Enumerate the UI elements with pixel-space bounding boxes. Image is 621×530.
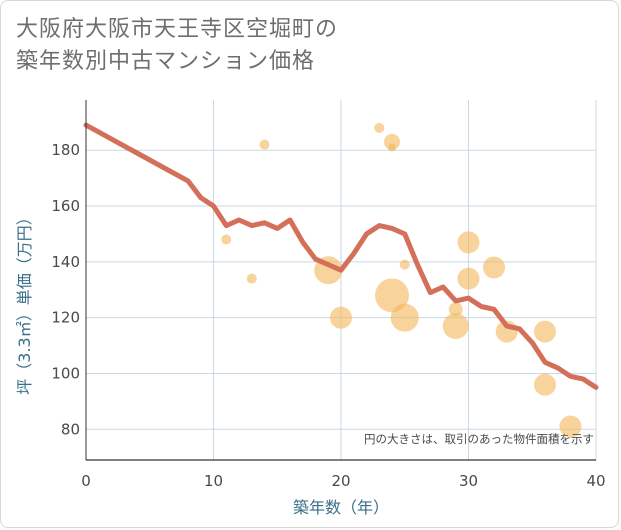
y-tick-label: 120 xyxy=(51,309,80,327)
bubble-point xyxy=(442,313,469,340)
y-tick-label: 80 xyxy=(61,420,80,438)
x-tick-label: 0 xyxy=(81,472,91,490)
y-tick-labels: 80 100 120 140 160 180 xyxy=(51,141,80,438)
y-tick-label: 180 xyxy=(51,141,80,159)
chart-title-line-2: 築年数別中古マンション価格 xyxy=(16,49,316,74)
bubble-point xyxy=(534,320,556,343)
y-tick-label: 100 xyxy=(51,364,80,382)
bubble-point xyxy=(330,306,352,329)
x-tick-label: 40 xyxy=(586,472,605,490)
bubble-point xyxy=(457,267,480,290)
x-tick-label: 20 xyxy=(331,472,350,490)
bubble-size-note: 円の大きさは、取引のあった物件面積を示す xyxy=(364,432,594,446)
chart-title: 大阪府大阪市天王寺区空堀町の 築年数別中古マンション価格 xyxy=(16,14,576,78)
bubble-point xyxy=(483,256,505,279)
bubble-point xyxy=(374,122,385,133)
bubble-point xyxy=(390,303,419,332)
bubble-point xyxy=(448,302,463,317)
chart-title-line-1: 大阪府大阪市天王寺区空堀町の xyxy=(16,17,339,42)
x-tick-labels: 0 10 20 30 40 xyxy=(81,472,605,490)
bubble-point xyxy=(534,373,556,396)
trend-line xyxy=(83,122,599,390)
trend-line-series xyxy=(83,122,599,390)
bubble-point xyxy=(388,143,396,152)
bubble-series xyxy=(221,122,582,438)
y-tick-label: 160 xyxy=(51,197,80,215)
grid-lines xyxy=(86,100,597,460)
bubble-point xyxy=(457,231,480,254)
x-tick-label: 30 xyxy=(459,472,478,490)
y-axis-label: 坪（3.3㎡）単価（万円） xyxy=(15,209,34,394)
bubble-point xyxy=(246,273,257,284)
x-axis-label: 築年数（年） xyxy=(293,498,389,517)
bubble-point xyxy=(259,139,270,150)
y-tick-label: 140 xyxy=(51,253,80,271)
x-tick-label: 10 xyxy=(204,472,223,490)
bubble-point xyxy=(559,415,582,438)
bubble-point xyxy=(221,234,232,245)
bubble-point xyxy=(399,259,410,270)
bubble-point xyxy=(384,133,400,150)
bubble-point xyxy=(375,278,409,313)
axes xyxy=(85,100,596,461)
